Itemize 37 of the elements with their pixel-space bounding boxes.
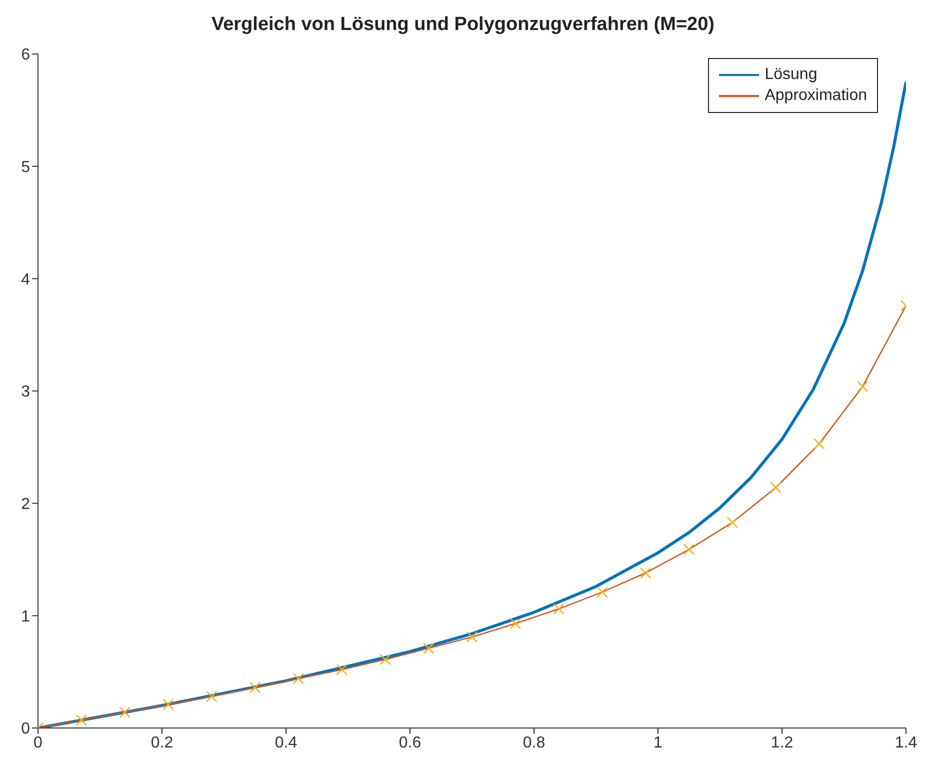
- point: [683, 544, 695, 556]
- x-tick-label: 1: [654, 734, 663, 752]
- point: [596, 586, 608, 598]
- y-tick-label: 2: [21, 496, 30, 514]
- y-tick-label: 3: [21, 384, 30, 401]
- y-tick-label: 1: [21, 608, 30, 626]
- x-tick-label: 1.2: [770, 734, 794, 752]
- point: [249, 682, 261, 694]
- point: [466, 631, 478, 643]
- x-tick-label: 0.8: [522, 734, 546, 752]
- x-tick-label: 0.4: [274, 734, 298, 752]
- point: [770, 482, 782, 494]
- point: [380, 654, 391, 666]
- point: [553, 603, 564, 615]
- point: [119, 706, 130, 718]
- y-tick-label: 0: [21, 720, 30, 738]
- y-tick-label: 4: [21, 271, 30, 288]
- point: [162, 698, 174, 710]
- legend-label: Approximation: [764, 87, 867, 105]
- point: [726, 516, 738, 528]
- point: [292, 672, 304, 684]
- point: [640, 567, 652, 579]
- point: [814, 438, 825, 450]
- x-tick-label: 1.4: [894, 734, 918, 752]
- point: [76, 714, 88, 726]
- x-tick-label: 0.2: [150, 734, 174, 752]
- x-tick-label: 0.6: [398, 734, 422, 752]
- point: [422, 642, 434, 654]
- point: [510, 618, 522, 630]
- y-tick-label: 5: [21, 159, 30, 176]
- point: [856, 380, 868, 392]
- x-tick-label: 0: [34, 734, 43, 752]
- chart-title: Vergleich von Lösung und Polygonzugverfahren (M=20): [210, 13, 716, 37]
- point: [206, 690, 218, 702]
- y-tick-label: 6: [21, 46, 30, 64]
- legend-label: Lösung: [764, 66, 818, 84]
- point: [336, 664, 348, 676]
